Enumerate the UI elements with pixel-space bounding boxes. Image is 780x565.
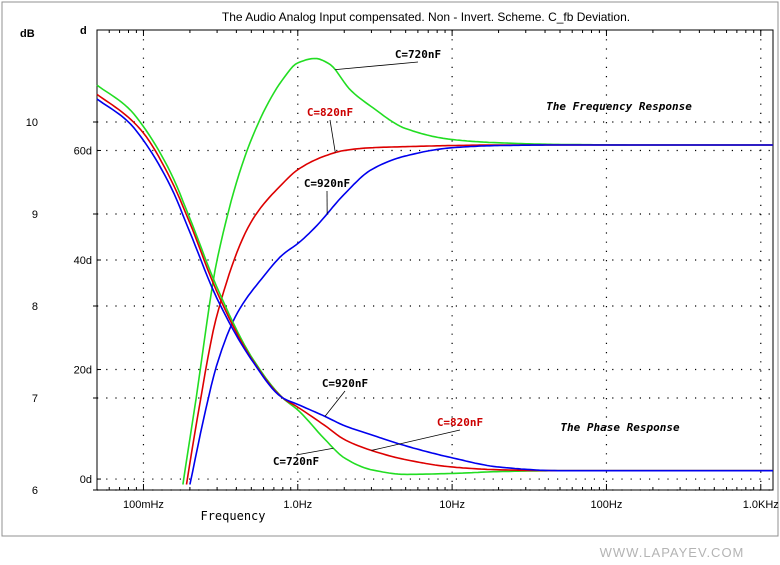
series-phase-c-920nf <box>96 98 773 472</box>
curve-label-leader <box>329 119 336 153</box>
right-axis-tick-label: 60d <box>74 145 92 157</box>
right-axis-unit: d <box>80 25 87 37</box>
axis-ticks <box>93 30 762 491</box>
frequency-response-annotation: The Frequency Response <box>546 100 692 113</box>
curve-label-leader <box>371 429 461 451</box>
curve-label-leader <box>295 447 334 456</box>
left-axis-tick-label: 8 <box>32 301 38 313</box>
right-axis-tick-label: 40d <box>74 255 92 267</box>
left-axis-tick-labels: 6 7 8 9 10 <box>26 117 38 497</box>
left-axis-tick-label: 10 <box>26 117 38 129</box>
phase-response-annotation: The Phase Response <box>560 421 680 434</box>
curve-label: C=820nF <box>307 106 353 119</box>
left-axis-unit: dB <box>20 28 35 40</box>
left-axis-tick-label: 7 <box>32 393 38 405</box>
x-axis-tick-label: 100mHz <box>123 499 164 511</box>
curve-label-leader <box>335 61 419 71</box>
curve-label: C=720nF <box>273 455 319 468</box>
curve-label: C=720nF <box>395 48 441 61</box>
curve-labels: C=720nF C=820nF C=920nF C=720nF C=820nF C=920… <box>273 48 483 468</box>
right-axis-tick-label: 0d <box>80 474 92 486</box>
curve-label-leader <box>324 390 346 417</box>
grid <box>97 30 773 491</box>
series-lines <box>96 57 773 485</box>
x-axis-tick-label: 1.0Hz <box>283 499 312 511</box>
curve-label: C=920nF <box>322 377 368 390</box>
series-frequency-c-820nf <box>185 144 773 485</box>
curve-label: C=920nF <box>304 177 350 190</box>
left-axis-tick-label: 6 <box>32 485 38 497</box>
left-axis-tick-label: 9 <box>32 209 38 221</box>
x-axis-tick-labels: 100mHz 1.0Hz 10Hz 100Hz 1.0KHz <box>123 499 779 511</box>
x-axis-tick-label: 10Hz <box>439 499 465 511</box>
x-axis-tick-label: 1.0KHz <box>743 499 779 511</box>
right-axis-tick-label: 20d <box>74 365 92 377</box>
watermark: WWW.LAPAYEV.COM <box>600 545 745 560</box>
x-axis-tick-label: 100Hz <box>591 499 623 511</box>
series-frequency-c-920nf <box>189 144 773 485</box>
x-axis-label: Frequency <box>200 509 265 523</box>
chart-title: The Audio Analog Input compensated. Non … <box>222 10 630 24</box>
right-axis-tick-labels: 0d 20d 40d 60d <box>74 145 92 486</box>
chart-outer-frame <box>1 1 779 537</box>
curve-label: C=820nF <box>437 416 483 429</box>
